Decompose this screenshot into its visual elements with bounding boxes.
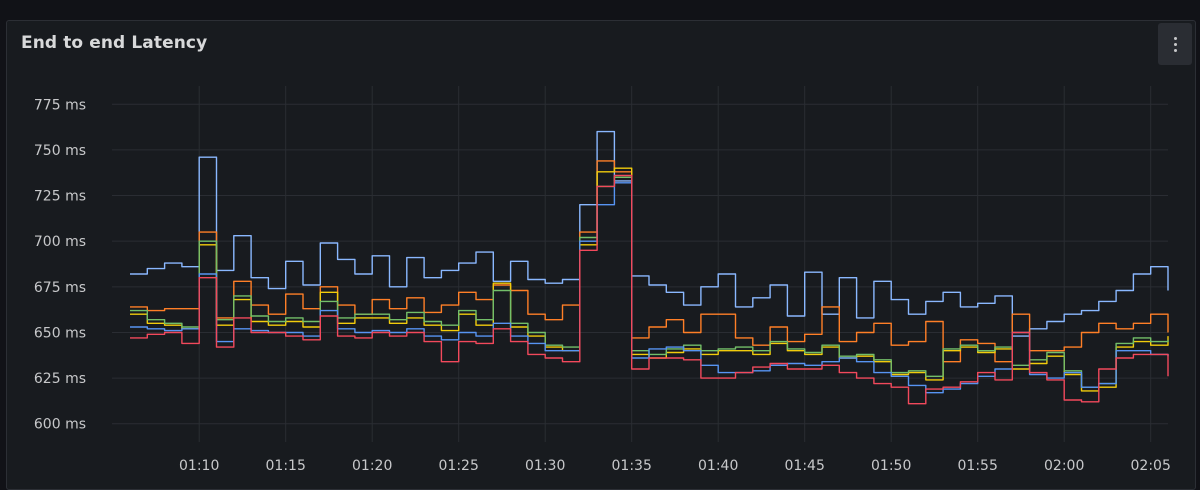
y-tick-label: 675 ms xyxy=(34,280,86,296)
panel-title: End to end Latency xyxy=(21,33,208,53)
latency-panel: End to end Latency xyxy=(6,20,1196,490)
panel-menu-button[interactable] xyxy=(1158,23,1192,65)
x-tick-label: 01:45 xyxy=(785,458,825,474)
x-tick-label: 01:40 xyxy=(698,458,738,474)
y-tick-label: 625 ms xyxy=(34,371,86,387)
kebab-menu-icon xyxy=(1173,36,1177,52)
x-tick-label: 01:50 xyxy=(871,458,911,474)
x-tick-label: 01:15 xyxy=(266,458,306,474)
x-tick-label: 01:10 xyxy=(179,458,219,474)
y-tick-label: 725 ms xyxy=(34,189,86,205)
x-tick-label: 01:55 xyxy=(958,458,998,474)
x-tick-label: 01:20 xyxy=(352,458,392,474)
series-line-6 xyxy=(130,174,1169,405)
y-tick-label: 775 ms xyxy=(34,97,86,113)
series-line-5 xyxy=(130,182,1169,394)
chart-grid xyxy=(112,86,1168,442)
x-tick-label: 01:35 xyxy=(612,458,652,474)
y-tick-label: 700 ms xyxy=(34,234,86,250)
latency-chart: 600 ms 625 ms 650 ms 675 ms 700 ms 725 ms 750 … xyxy=(34,86,1171,474)
x-tick-label: 01:25 xyxy=(439,458,479,474)
y-tick-label: 600 ms xyxy=(34,417,86,433)
x-tick-label: 02:05 xyxy=(1131,458,1171,474)
x-tick-label: 01:30 xyxy=(525,458,565,474)
y-tick-label: 650 ms xyxy=(34,325,86,341)
chart-series xyxy=(130,130,1169,405)
series-line-1 xyxy=(130,130,1169,337)
x-axis: 01:10 01:15 01:20 01:25 01:30 01:35 01:40 01:45… xyxy=(179,458,1171,474)
series-line-4 xyxy=(130,176,1169,388)
x-tick-label: 02:00 xyxy=(1044,458,1084,474)
y-axis: 600 ms 625 ms 650 ms 675 ms 700 ms 725 ms 750 … xyxy=(34,97,86,432)
y-tick-label: 750 ms xyxy=(34,143,86,159)
